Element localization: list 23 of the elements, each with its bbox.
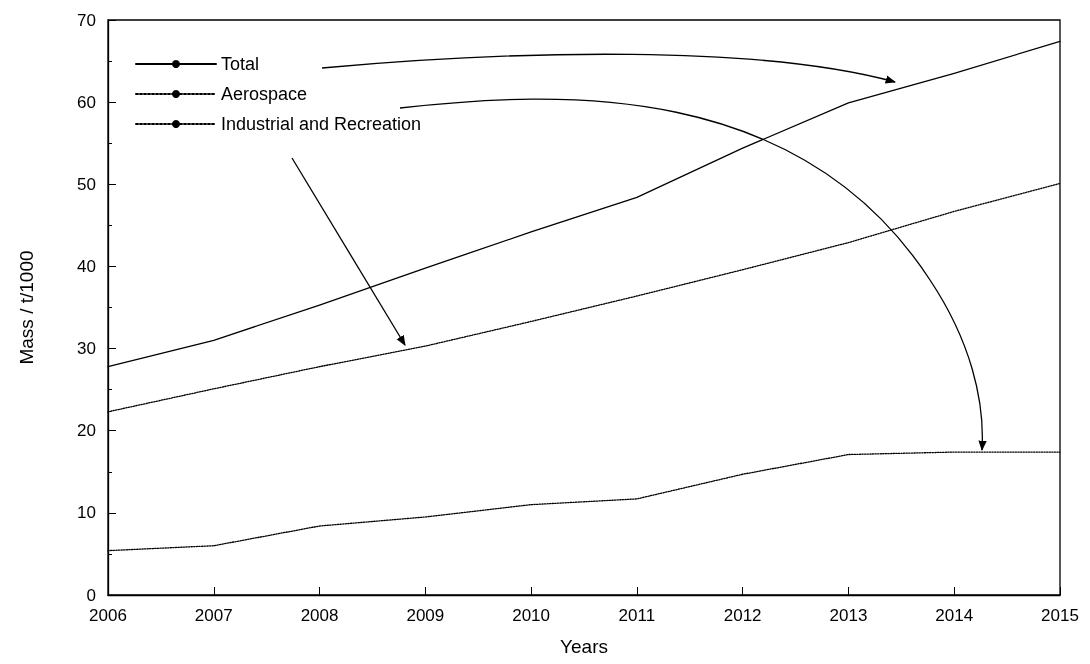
- x-tick-label: 2012: [723, 606, 762, 625]
- x-tick-label: 2013: [829, 606, 868, 625]
- y-tick-label: 70: [77, 10, 96, 30]
- y-tick-label: 20: [77, 421, 96, 441]
- y-tick-label: 30: [77, 339, 96, 359]
- x-tick-label: 2007: [194, 606, 233, 625]
- legend-label: Aerospace: [221, 84, 308, 104]
- x-axis-title: Years: [560, 636, 608, 657]
- x-tick-label: 2011: [618, 606, 656, 625]
- y-tick-label: 40: [77, 256, 96, 276]
- x-tick-label: 2014: [935, 606, 974, 625]
- x-tick-label: 2010: [512, 606, 551, 625]
- y-tick-label: 50: [77, 174, 96, 194]
- legend-label: Industrial and Recreation: [221, 114, 422, 134]
- x-tick-label: 2006: [89, 606, 127, 625]
- y-tick-label: 60: [77, 92, 96, 112]
- legend-label: Total: [221, 54, 260, 74]
- y-axis-title: Mass / t/1000: [16, 250, 37, 365]
- x-tick-label: 2008: [300, 606, 339, 625]
- x-tick-label: 2015: [1041, 606, 1079, 625]
- x-tick-label: 2009: [406, 606, 445, 625]
- y-tick-label: 10: [77, 503, 96, 523]
- y-tick-label: 0: [86, 585, 96, 605]
